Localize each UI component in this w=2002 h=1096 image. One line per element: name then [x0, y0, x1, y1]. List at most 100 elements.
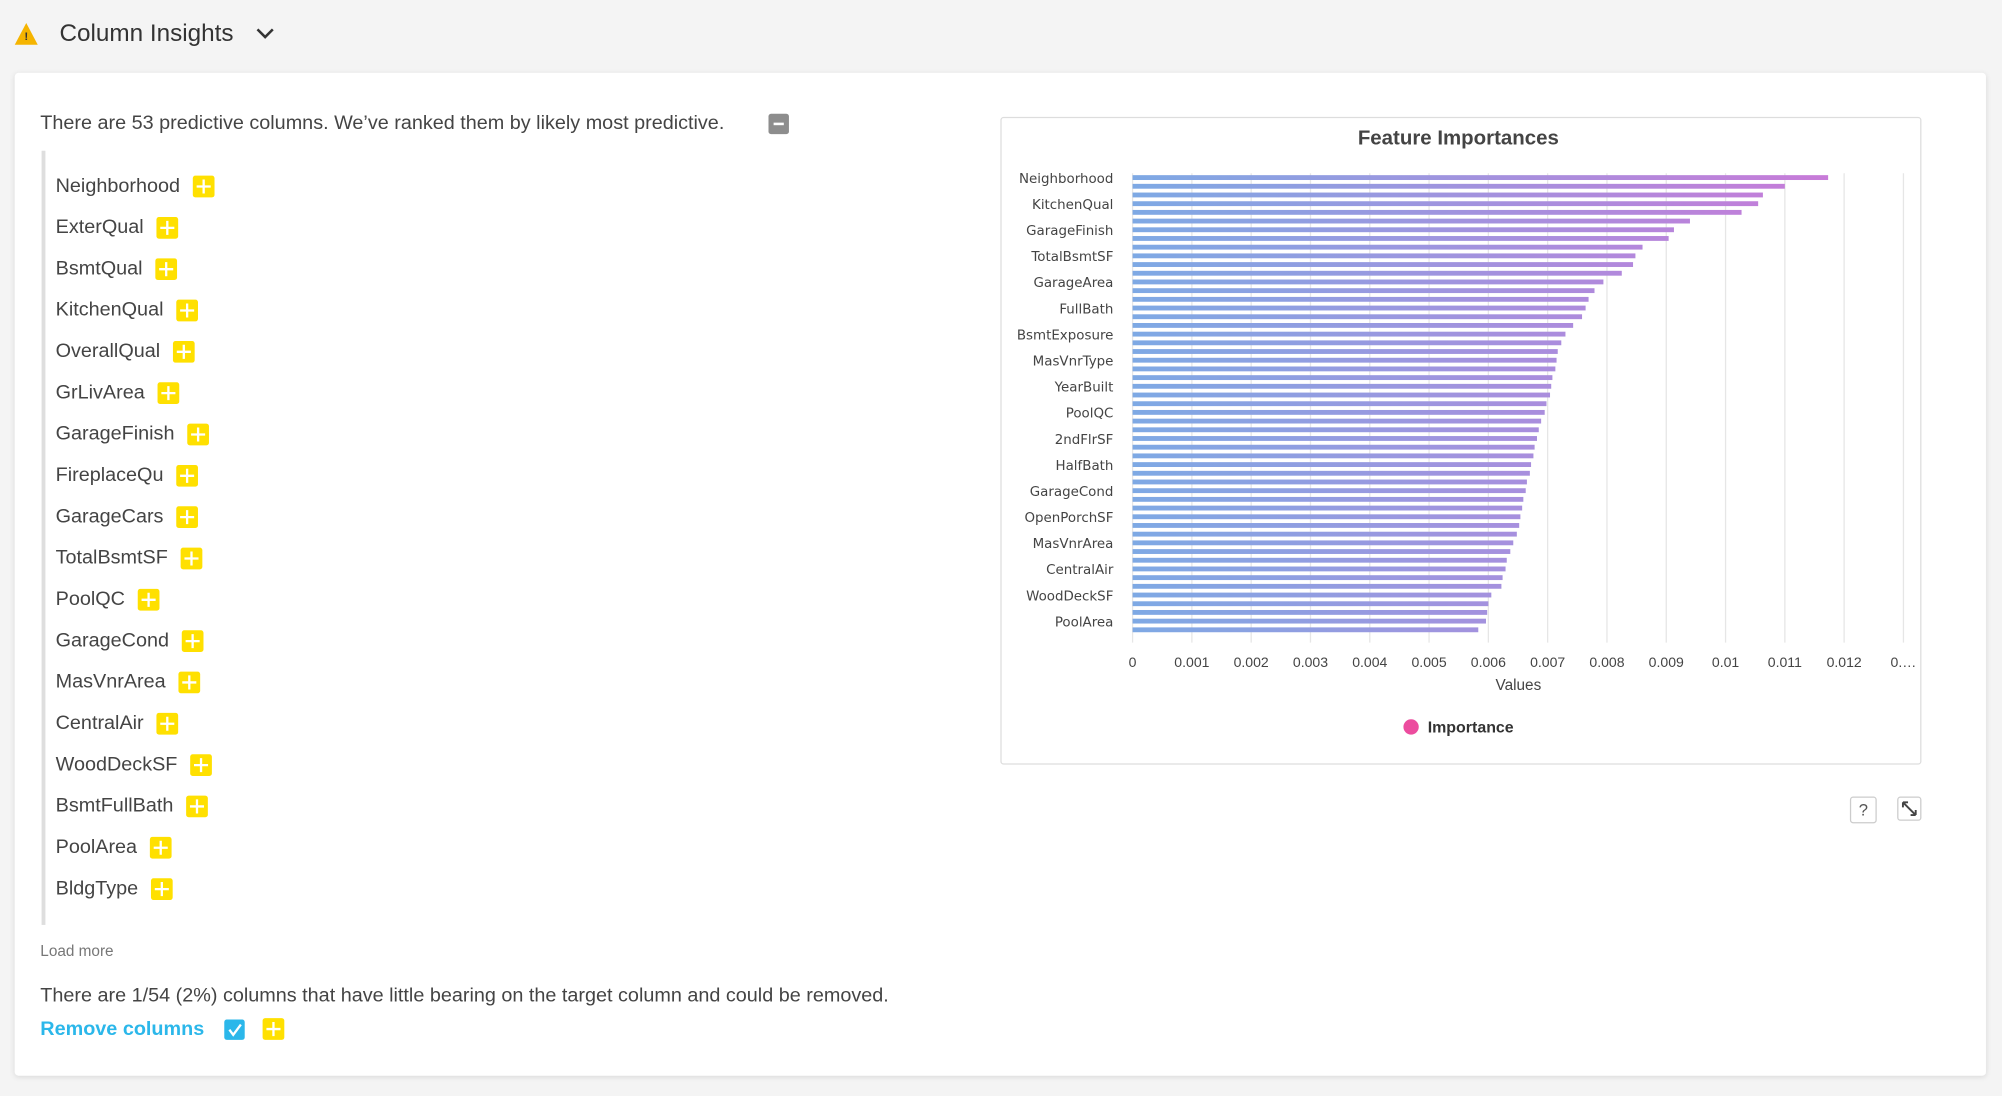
y-tick-label: PoolArea: [1055, 615, 1114, 630]
bar: [1132, 218, 1690, 224]
y-tick-label: 2ndFlrSF: [1055, 433, 1114, 448]
plus: [154, 882, 169, 897]
plus: [184, 551, 199, 566]
bar: [1132, 427, 1539, 433]
y-tick-label: YearBuilt: [1054, 381, 1114, 396]
plus: [180, 303, 195, 318]
bar: [1132, 331, 1566, 337]
list-rule: [41, 150, 46, 925]
help-button[interactable]: [1849, 796, 1877, 824]
bar: [1132, 496, 1524, 502]
x-tick-label: 0.011: [1768, 654, 1802, 670]
bar: [1132, 523, 1520, 528]
plus: [159, 262, 174, 277]
y-tick-label: KitchenQual: [1032, 198, 1113, 213]
bar: [1132, 479, 1527, 485]
x-axis-title: Values: [1496, 677, 1542, 694]
bar: [1132, 488, 1526, 494]
bar: [1132, 409, 1545, 415]
bar: [1132, 583, 1502, 589]
bar: [1132, 314, 1583, 320]
bar: [1132, 236, 1669, 241]
bar: [1132, 349, 1558, 354]
column-name: PoolQC: [56, 588, 125, 610]
plus: [185, 634, 200, 649]
warning-mark: !: [24, 31, 28, 43]
bar: [1132, 357, 1557, 363]
x-tick-label: 0.001: [1174, 654, 1209, 670]
expand-icon: [1901, 801, 1917, 817]
load-more[interactable]: Load more: [40, 943, 113, 960]
bar: [1132, 288, 1595, 294]
x-tick-label: 0.…: [1891, 654, 1917, 670]
bar: [1132, 609, 1488, 615]
bar: [1132, 618, 1486, 624]
warning-icon: [14, 22, 38, 45]
y-tick-label: FullBath: [1059, 302, 1113, 317]
bar: [1132, 557, 1507, 563]
column-name: GarageCars: [56, 505, 164, 527]
y-tick-label: WoodDeckSF: [1026, 589, 1113, 604]
column-name: GarageCond: [56, 629, 169, 651]
check-mark: [228, 1023, 242, 1037]
column-name: BsmtFullBath: [56, 795, 174, 817]
plus: [141, 592, 156, 607]
column-name: FireplaceQu: [56, 464, 164, 486]
bar: [1132, 183, 1785, 189]
bar: [1132, 549, 1511, 554]
bar: [1132, 462, 1532, 468]
column-name: PoolArea: [56, 836, 138, 858]
plus: [194, 758, 209, 773]
x-tick-label: 0.009: [1649, 654, 1684, 670]
y-tick-label: TotalBsmtSF: [1030, 250, 1113, 265]
bar: [1132, 418, 1542, 424]
bar: [1132, 175, 1829, 181]
y-tick-label: HalfBath: [1056, 459, 1114, 474]
bar: [1132, 279, 1604, 285]
checkbox[interactable]: [224, 1019, 245, 1040]
column-name: GarageFinish: [56, 423, 175, 445]
plus: [153, 840, 168, 855]
bar: [1132, 340, 1562, 346]
bar: [1132, 470, 1530, 476]
x-tick-label: 0.012: [1827, 654, 1862, 670]
plus: [191, 427, 206, 442]
x-tick-label: 0.004: [1352, 654, 1387, 670]
y-tick-label: GarageCond: [1030, 485, 1114, 500]
column-name: BsmtQual: [56, 257, 143, 279]
x-tick-label: 0.003: [1293, 654, 1328, 670]
column-name: CentralAir: [56, 712, 144, 734]
bar: [1132, 436, 1537, 441]
bar: [1132, 227, 1674, 233]
column-name: BldgType: [56, 877, 139, 899]
chart-title: Feature Importances: [1358, 127, 1559, 150]
column-name: TotalBsmtSF: [56, 547, 168, 569]
plus: [180, 468, 195, 483]
bar: [1132, 566, 1506, 572]
x-tick-label: 0: [1129, 654, 1137, 670]
plus: [182, 675, 197, 690]
bar: [1132, 244, 1643, 250]
bar: [1132, 201, 1759, 207]
plus: [161, 386, 176, 401]
bar: [1132, 392, 1551, 398]
y-tick-label: OpenPorchSF: [1024, 511, 1113, 526]
y-tick-label: MasVnrArea: [1033, 537, 1114, 552]
y-tick-label: PoolQC: [1066, 407, 1114, 422]
remove-columns-link[interactable]: Remove columns: [40, 1018, 204, 1040]
column-name: Neighborhood: [56, 175, 180, 197]
bar: [1132, 514, 1521, 520]
bar: [1132, 270, 1622, 276]
column-name: WoodDeckSF: [56, 753, 178, 775]
bar: [1132, 444, 1535, 450]
bar: [1132, 505, 1523, 511]
plus: [180, 510, 195, 525]
y-tick-label: GarageFinish: [1026, 224, 1113, 239]
bar: [1132, 453, 1534, 459]
bar: [1132, 305, 1586, 311]
plus: [176, 344, 191, 359]
collapse-chevron[interactable]: [256, 28, 274, 39]
bar: [1132, 627, 1479, 633]
column-name: KitchenQual: [56, 299, 164, 321]
